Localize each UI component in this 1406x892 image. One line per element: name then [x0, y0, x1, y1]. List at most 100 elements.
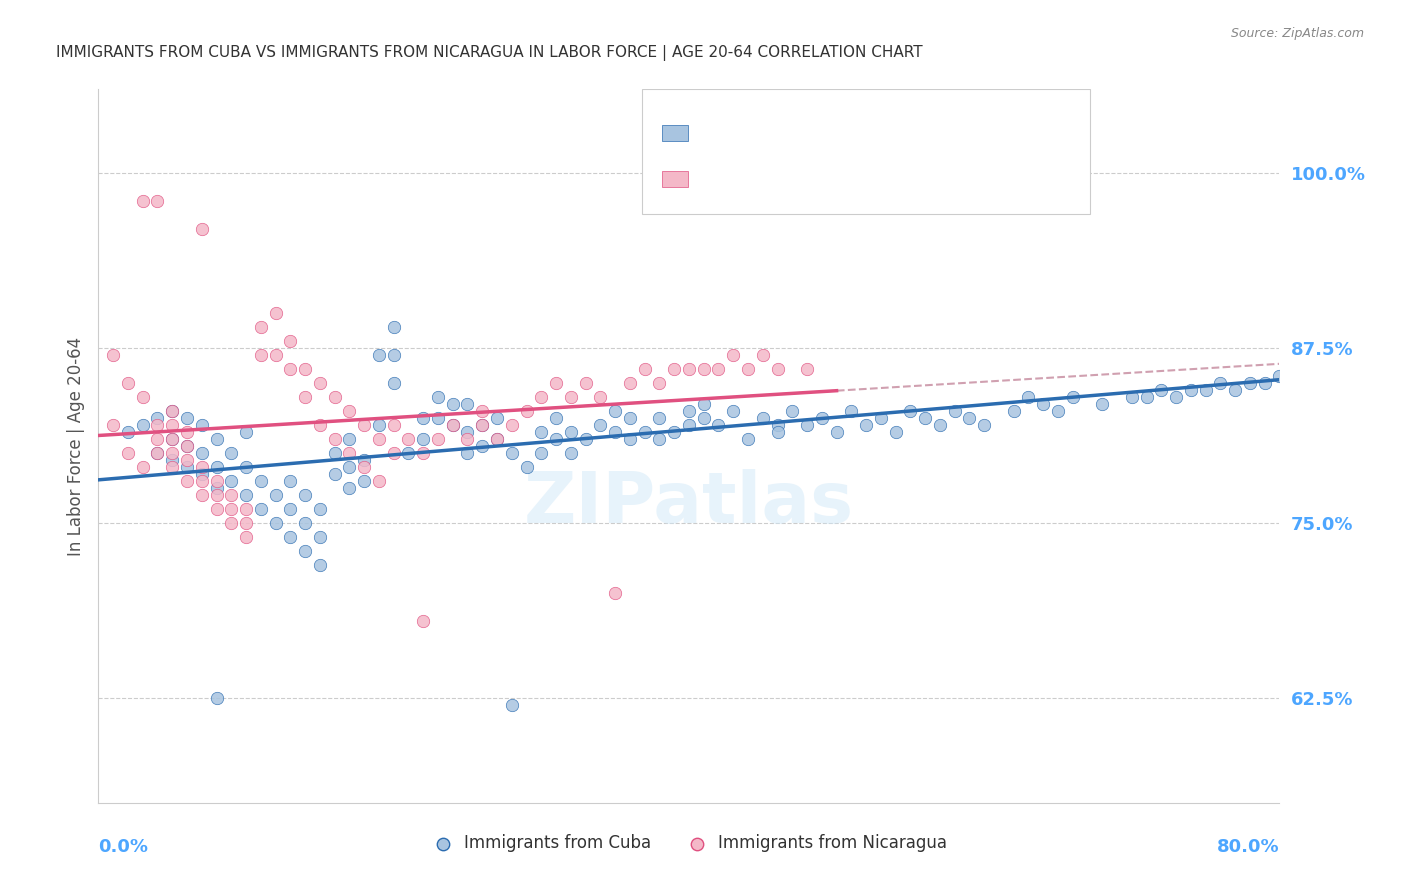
Point [1195, 383, 1218, 397]
Point [205, 502, 228, 516]
Point [471, 439, 494, 453]
Point [693, 362, 716, 376]
Point [264, 306, 287, 320]
Point [471, 404, 494, 418]
Text: N =: N = [855, 171, 894, 189]
Point [723, 348, 745, 362]
Point [278, 502, 302, 516]
Text: 82: 82 [914, 171, 945, 189]
Point [751, 348, 773, 362]
Point [205, 488, 228, 502]
Point [132, 194, 155, 208]
Point [589, 390, 612, 404]
Point [235, 460, 257, 475]
Point [264, 516, 287, 530]
Point [146, 446, 169, 460]
Point [117, 446, 139, 460]
Point [146, 417, 169, 432]
Point [309, 558, 332, 572]
Point [1254, 376, 1277, 390]
Point [441, 417, 464, 432]
Point [605, 586, 627, 600]
Point [1091, 397, 1114, 411]
Point [723, 404, 745, 418]
Point [546, 411, 568, 425]
Point [353, 474, 375, 488]
Point [412, 432, 434, 446]
Point [368, 348, 391, 362]
Point [664, 362, 686, 376]
Point [294, 390, 316, 404]
Point [368, 432, 391, 446]
Point [205, 481, 228, 495]
Point [191, 460, 214, 475]
Point [427, 432, 450, 446]
Point [574, 432, 596, 446]
Point [309, 376, 332, 390]
Point [146, 194, 169, 208]
Point [441, 397, 464, 411]
Point [264, 488, 287, 502]
Point [323, 446, 346, 460]
Point [205, 460, 228, 475]
Point [1282, 369, 1305, 384]
Point [235, 488, 257, 502]
Point [574, 376, 596, 390]
Point [737, 432, 759, 446]
Point [382, 417, 405, 432]
Point [486, 411, 509, 425]
Point [219, 474, 242, 488]
Point [162, 453, 183, 467]
Text: 80.0%: 80.0% [1216, 838, 1279, 855]
Point [678, 362, 700, 376]
Point [486, 432, 509, 446]
Point [1386, 348, 1406, 362]
Point [546, 432, 568, 446]
Point [191, 446, 214, 460]
Point [456, 432, 478, 446]
Point [900, 404, 922, 418]
Point [766, 362, 789, 376]
Point [619, 432, 641, 446]
Point [162, 417, 183, 432]
FancyBboxPatch shape [641, 89, 1091, 214]
Point [486, 432, 509, 446]
Point [648, 411, 671, 425]
Point [928, 417, 950, 432]
Point [250, 474, 273, 488]
Point [146, 411, 169, 425]
FancyBboxPatch shape [662, 171, 688, 187]
Point [530, 390, 553, 404]
Point [323, 432, 346, 446]
Point [515, 460, 537, 475]
Text: 125: 125 [914, 125, 950, 143]
Point [339, 432, 360, 446]
Point [605, 425, 627, 439]
Point [117, 425, 139, 439]
Point [825, 425, 848, 439]
Point [1032, 397, 1054, 411]
Point [664, 425, 686, 439]
Point [678, 404, 700, 418]
Point [693, 411, 716, 425]
Point [176, 453, 198, 467]
Point [278, 334, 302, 348]
Point [678, 417, 700, 432]
Point [1135, 390, 1157, 404]
Point [1150, 383, 1173, 397]
Point [648, 432, 671, 446]
Point [339, 404, 360, 418]
Point [441, 417, 464, 432]
Text: 0.239: 0.239 [759, 125, 817, 143]
Point [176, 411, 198, 425]
Point [382, 320, 405, 334]
Point [339, 460, 360, 475]
Point [943, 404, 966, 418]
Point [973, 417, 995, 432]
Y-axis label: In Labor Force | Age 20-64: In Labor Force | Age 20-64 [66, 336, 84, 556]
Point [633, 425, 655, 439]
Point [294, 516, 316, 530]
Point [456, 446, 478, 460]
Point [294, 488, 316, 502]
Point [766, 417, 789, 432]
